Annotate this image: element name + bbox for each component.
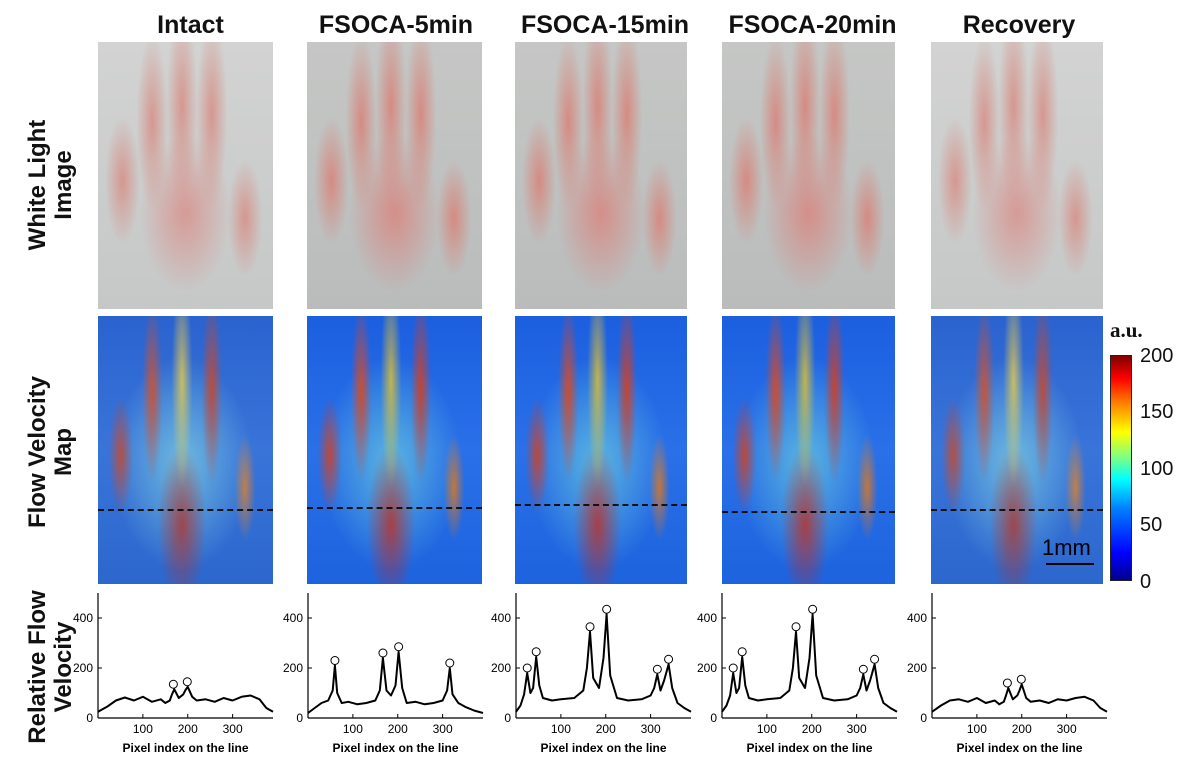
x-axis-label: Pixel index on the line [332, 741, 458, 755]
x-tick-label: 200 [178, 722, 198, 736]
x-tick-label: 200 [1012, 722, 1032, 736]
series-line [515, 613, 692, 713]
profile-plot-recovery: 0 200 400 100 200 300 Pixel index on the line [907, 593, 1108, 755]
white-light-image-fsoca-20min [722, 42, 895, 309]
x-tick-label: 200 [388, 722, 408, 736]
peak-marker [737, 647, 747, 657]
y-tick-label: 0 [504, 711, 511, 725]
series-line [97, 685, 274, 713]
column-title: FSOCA-15min [520, 11, 690, 39]
y-tick-label: 200 [283, 661, 303, 675]
peak-marker [870, 654, 880, 664]
white-light-image-fsoca-5min [307, 42, 482, 309]
x-tick-label: 200 [802, 722, 822, 736]
x-tick-label: 300 [433, 722, 453, 736]
peak-marker [330, 656, 340, 665]
colorbar-tick: 150 [1140, 401, 1174, 423]
y-tick-label: 0 [86, 711, 93, 725]
y-tick-label: 200 [697, 661, 717, 675]
y-tick-label: 200 [907, 661, 927, 675]
scale-bar-label: 1mm [1042, 535, 1091, 560]
profile-line [307, 507, 482, 509]
y-tick-label: 400 [491, 611, 511, 625]
peak-marker [791, 622, 801, 632]
peak-marker [522, 663, 532, 673]
x-tick-label: 300 [223, 722, 243, 736]
column-title: Recovery [962, 11, 1076, 39]
colorbar [1110, 355, 1132, 581]
y-tick-label: 400 [73, 611, 93, 625]
y-tick-label: 400 [697, 611, 717, 625]
x-axis-label: Pixel index on the line [746, 741, 872, 755]
column-title: FSOCA-5min [318, 11, 474, 39]
x-tick-label: 100 [967, 722, 987, 736]
x-tick-label: 100 [133, 722, 153, 736]
column-title: FSOCA-20min [728, 11, 897, 39]
y-tick-label: 400 [283, 611, 303, 625]
colorbar-tick: 50 [1140, 514, 1163, 536]
x-tick-label: 100 [757, 722, 777, 736]
peak-marker [808, 604, 818, 614]
y-tick-label: 200 [73, 661, 93, 675]
flow-map-fsoca-5min [307, 316, 482, 584]
x-tick-label: 100 [551, 722, 571, 736]
profile-line [98, 509, 273, 511]
peak-marker [182, 677, 192, 687]
column-title: Intact [157, 11, 224, 39]
peak-marker [168, 679, 178, 689]
profile-plot-fsoca-5min: 0 200 400 100 200 300 Pixel index on the line [283, 593, 484, 755]
peak-marker [394, 642, 404, 652]
x-tick-label: 300 [641, 722, 661, 736]
x-tick-label: 100 [343, 722, 363, 736]
colorbar-tick: 100 [1140, 458, 1174, 480]
peak-marker [728, 663, 738, 673]
x-tick-label: 200 [596, 722, 616, 736]
peak-marker [1016, 674, 1026, 684]
colorbar-tick: 0 [1140, 571, 1152, 593]
flow-map-fsoca-20min [722, 316, 895, 584]
series-line [307, 650, 484, 714]
white-light-image-intact [98, 42, 273, 309]
flow-map-fsoca-15min [515, 316, 687, 584]
x-axis-label: Pixel index on the line [956, 741, 1082, 755]
x-axis-label: Pixel index on the line [540, 741, 666, 755]
white-light-image-recovery [931, 42, 1103, 309]
flow-map-intact [98, 316, 273, 584]
profile-plot-intact: 0 200 400 100 200 300 Pixel index on the line [73, 593, 274, 755]
peak-marker [858, 664, 868, 674]
colorbar-tick: 200 [1140, 345, 1174, 367]
y-tick-label: 400 [907, 611, 927, 625]
peak-marker [664, 654, 674, 664]
peak-marker [652, 664, 662, 674]
profile-plot-fsoca-20min: 0 200 400 100 200 300 Pixel index on the line [697, 593, 898, 755]
peak-marker [602, 604, 612, 614]
peak-marker [378, 648, 388, 658]
y-tick-label: 200 [491, 661, 511, 675]
peak-marker [445, 658, 455, 668]
flow-map-recovery [931, 316, 1103, 584]
x-axis-label: Pixel index on the line [122, 741, 248, 755]
peak-marker [1002, 678, 1012, 688]
profile-plot-fsoca-15min: 0 200 400 100 200 300 Pixel index on the line [491, 593, 692, 755]
x-tick-label: 300 [847, 722, 867, 736]
y-tick-label: 0 [920, 711, 927, 725]
scale-bar [1046, 563, 1094, 565]
row-label-flow-map: Flow Velocity Map [24, 375, 77, 529]
colorbar-unit: a.u. [1110, 318, 1143, 342]
series-line [931, 683, 1108, 713]
profile-line [931, 509, 1103, 511]
y-tick-label: 0 [296, 711, 303, 725]
series-line [721, 613, 898, 713]
peak-marker [585, 622, 595, 632]
white-light-image-fsoca-15min [515, 42, 687, 309]
y-tick-label: 0 [710, 711, 717, 725]
peak-marker [531, 647, 541, 657]
profile-line [515, 504, 687, 506]
row-label-white-light: White Light Image [24, 119, 77, 251]
x-tick-label: 300 [1057, 722, 1077, 736]
profile-line [722, 511, 895, 513]
